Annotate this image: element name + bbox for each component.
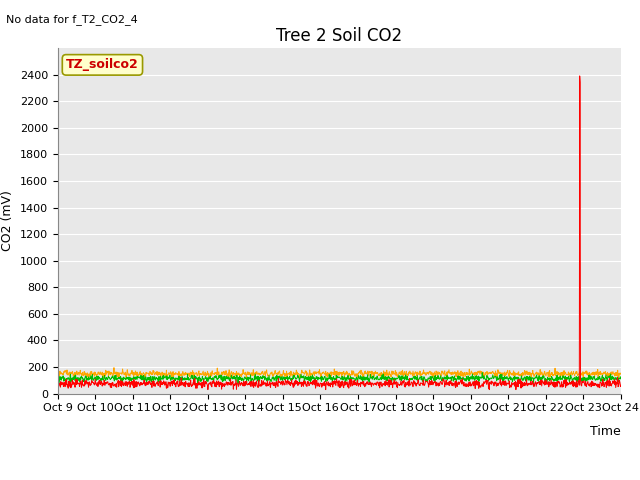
Tree2 -2cm — [550, 379, 558, 385]
Tree2 -4cm — [179, 370, 187, 376]
Tree2 -4cm — [551, 371, 559, 376]
Tree2 -2cm — [204, 387, 212, 393]
Tree2 -2cm — [427, 381, 435, 386]
Tree2 -4cm — [243, 375, 250, 381]
Text: TZ_soilco2: TZ_soilco2 — [66, 59, 139, 72]
Tree2 -2cm — [500, 379, 508, 384]
Tree2 -8cm — [165, 375, 173, 381]
Tree2 -8cm — [479, 370, 486, 375]
Tree2 -4cm — [427, 370, 435, 376]
Tree2 -2cm — [54, 377, 61, 383]
Tree2 -2cm — [179, 380, 187, 385]
Tree2 -4cm — [110, 365, 118, 371]
Tree2 -8cm — [353, 381, 361, 387]
Tree2 -8cm — [551, 376, 559, 382]
Tree2 -8cm — [179, 377, 187, 383]
Line: Tree2 -8cm: Tree2 -8cm — [58, 372, 621, 384]
Tree2 -2cm — [243, 381, 250, 387]
Tree2 -2cm — [576, 73, 584, 79]
Text: No data for f_T2_CO2_4: No data for f_T2_CO2_4 — [6, 14, 138, 25]
Tree2 -8cm — [501, 376, 509, 382]
Title: Tree 2 Soil CO2: Tree 2 Soil CO2 — [276, 27, 403, 45]
Line: Tree2 -2cm: Tree2 -2cm — [58, 76, 621, 390]
Tree2 -8cm — [242, 376, 250, 382]
Tree2 -8cm — [617, 374, 625, 380]
Y-axis label: CO2 (mV): CO2 (mV) — [1, 191, 14, 251]
Tree2 -4cm — [536, 376, 543, 382]
Tree2 -4cm — [617, 372, 625, 377]
Line: Tree2 -4cm: Tree2 -4cm — [58, 368, 621, 379]
Tree2 -8cm — [54, 372, 61, 378]
Text: Time: Time — [590, 425, 621, 438]
Tree2 -8cm — [427, 375, 435, 381]
Legend: Tree2 -2cm, Tree2 -4cm, Tree2 -8cm: Tree2 -2cm, Tree2 -4cm, Tree2 -8cm — [168, 476, 511, 480]
Tree2 -4cm — [166, 370, 173, 376]
Tree2 -2cm — [165, 381, 173, 387]
Tree2 -2cm — [617, 383, 625, 388]
Tree2 -4cm — [500, 369, 508, 375]
Tree2 -4cm — [54, 375, 61, 381]
